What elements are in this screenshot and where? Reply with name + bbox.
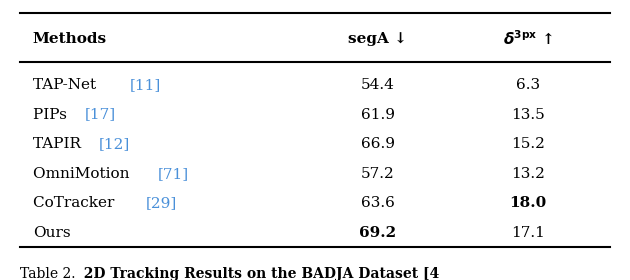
Text: 69.2: 69.2 [359, 226, 396, 240]
Text: [11]: [11] [130, 78, 161, 92]
Text: 54.4: 54.4 [361, 78, 394, 92]
Text: 18.0: 18.0 [510, 196, 547, 210]
Text: 61.9: 61.9 [361, 108, 395, 122]
Text: PIPs: PIPs [33, 108, 71, 122]
Text: Table 2.: Table 2. [20, 267, 76, 280]
Text: 66.9: 66.9 [361, 137, 395, 151]
Text: TAPIR: TAPIR [33, 137, 86, 151]
Text: 13.2: 13.2 [512, 167, 545, 181]
Text: 6.3: 6.3 [516, 78, 541, 92]
Text: [29]: [29] [146, 196, 177, 210]
Text: 13.5: 13.5 [512, 108, 545, 122]
Text: 17.1: 17.1 [512, 226, 545, 240]
Text: Methods: Methods [33, 32, 107, 46]
Text: [12]: [12] [99, 137, 130, 151]
Text: Ours: Ours [33, 226, 71, 240]
Text: OmniMotion: OmniMotion [33, 167, 134, 181]
Text: 57.2: 57.2 [361, 167, 394, 181]
Text: [17]: [17] [85, 108, 116, 122]
Text: $\boldsymbol{\delta}^{\mathbf{3px}}$ ↑: $\boldsymbol{\delta}^{\mathbf{3px}}$ ↑ [503, 29, 553, 48]
Text: CoTracker: CoTracker [33, 196, 119, 210]
Text: segA ↓: segA ↓ [348, 32, 407, 46]
Text: [71]: [71] [158, 167, 190, 181]
Text: 2D Tracking Results on the BADJA Dataset [4: 2D Tracking Results on the BADJA Dataset… [74, 267, 438, 280]
Text: 63.6: 63.6 [361, 196, 394, 210]
Text: 15.2: 15.2 [512, 137, 545, 151]
Text: TAP-Net: TAP-Net [33, 78, 101, 92]
